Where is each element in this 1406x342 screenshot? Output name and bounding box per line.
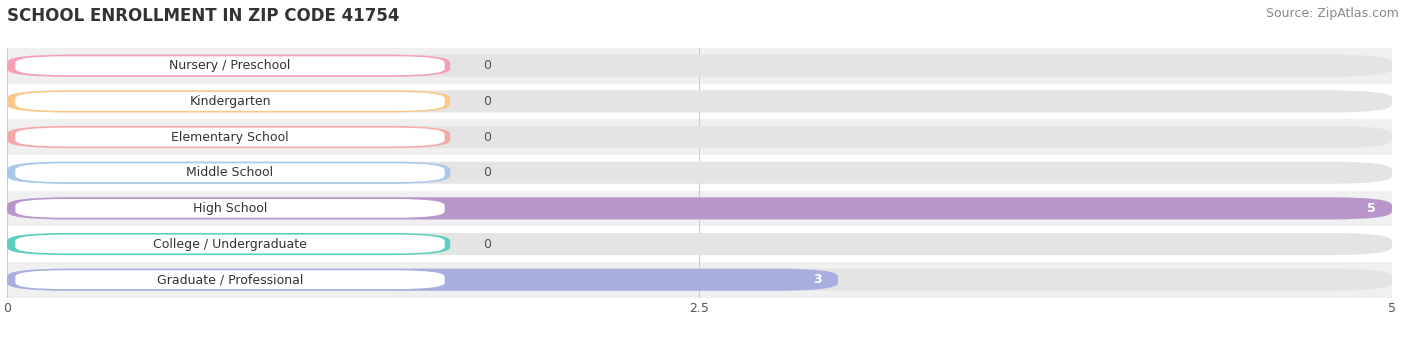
Text: 3: 3 (813, 273, 821, 286)
Text: Source: ZipAtlas.com: Source: ZipAtlas.com (1265, 7, 1399, 20)
FancyBboxPatch shape (7, 126, 1392, 148)
Text: Graduate / Professional: Graduate / Professional (157, 273, 304, 286)
FancyBboxPatch shape (15, 235, 444, 253)
FancyBboxPatch shape (15, 199, 444, 218)
Text: Elementary School: Elementary School (172, 131, 288, 144)
FancyBboxPatch shape (7, 197, 1392, 220)
Text: SCHOOL ENROLLMENT IN ZIP CODE 41754: SCHOOL ENROLLMENT IN ZIP CODE 41754 (7, 7, 399, 25)
Text: 0: 0 (484, 131, 492, 144)
FancyBboxPatch shape (7, 233, 1392, 255)
Bar (7, 48, 1392, 83)
Bar (7, 262, 1392, 298)
Text: Kindergarten: Kindergarten (190, 95, 271, 108)
FancyBboxPatch shape (7, 55, 1392, 77)
FancyBboxPatch shape (15, 56, 444, 75)
Text: 0: 0 (484, 95, 492, 108)
FancyBboxPatch shape (7, 269, 1392, 291)
FancyBboxPatch shape (15, 270, 444, 289)
Text: 5: 5 (1367, 202, 1375, 215)
FancyBboxPatch shape (7, 55, 450, 77)
FancyBboxPatch shape (7, 90, 450, 113)
FancyBboxPatch shape (15, 92, 444, 111)
Bar (7, 155, 1392, 190)
FancyBboxPatch shape (7, 90, 1392, 113)
Text: 0: 0 (484, 238, 492, 251)
FancyBboxPatch shape (7, 162, 450, 184)
Bar (7, 119, 1392, 155)
Text: College / Undergraduate: College / Undergraduate (153, 238, 307, 251)
FancyBboxPatch shape (15, 128, 444, 146)
Bar (7, 226, 1392, 262)
Text: 0: 0 (484, 166, 492, 179)
FancyBboxPatch shape (7, 233, 450, 255)
FancyBboxPatch shape (15, 163, 444, 182)
FancyBboxPatch shape (7, 126, 450, 148)
Text: Nursery / Preschool: Nursery / Preschool (169, 59, 291, 72)
Text: High School: High School (193, 202, 267, 215)
FancyBboxPatch shape (7, 269, 838, 291)
FancyBboxPatch shape (7, 162, 1392, 184)
Text: 0: 0 (484, 59, 492, 72)
Bar (7, 190, 1392, 226)
FancyBboxPatch shape (7, 197, 1392, 220)
Text: Middle School: Middle School (187, 166, 274, 179)
Bar (7, 83, 1392, 119)
